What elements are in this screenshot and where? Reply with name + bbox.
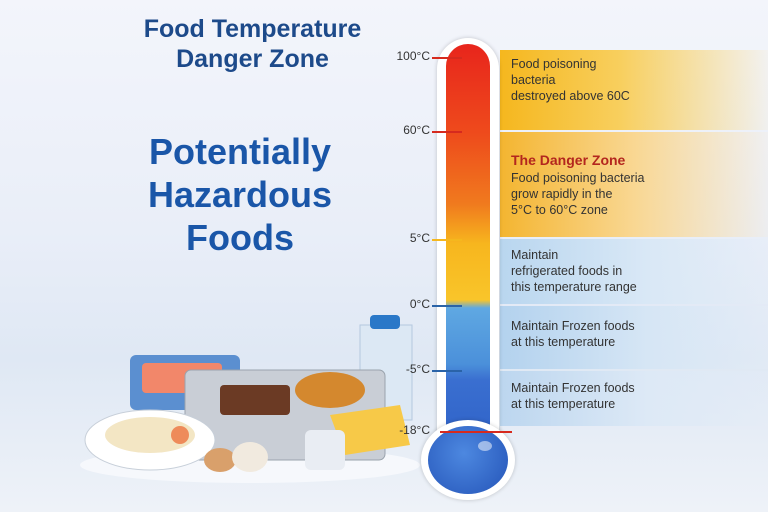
bulb-highlight (478, 441, 492, 451)
tick-label: 0°C (409, 297, 430, 311)
tick-label: -5°C (405, 362, 430, 376)
tick-label: 5°C (409, 231, 430, 245)
tick-mark (432, 57, 462, 59)
subtitle: Potentially Hazardous Foods (147, 131, 333, 258)
zone-text-refrigerated: Maintain refrigerated foods in this temper… (511, 248, 637, 294)
thermometer-fill (446, 44, 490, 444)
zone-text-hot: Food poisoning bacteria destroyed above 60… (511, 57, 630, 103)
tick-mark (432, 370, 462, 372)
zone-band-hot (500, 50, 768, 130)
zone-text-deep-frozen: Maintain Frozen foods at this temperature (511, 381, 635, 411)
zone-band-deep-frozen (500, 371, 768, 426)
zone-band-danger (500, 132, 768, 237)
tick-mark (432, 131, 462, 133)
page-title: Food Temperature Danger Zone (143, 15, 362, 73)
zone-text-danger: The Danger Zone Food poisoning bacteria g… (511, 152, 645, 217)
food-platter-illustration (80, 315, 420, 483)
zone-band-refrigerated (500, 239, 768, 304)
tick-label: 100°C (396, 49, 431, 63)
danger-zone-heading: The Danger Zone (511, 152, 626, 168)
tick-label: -18°C (399, 423, 430, 437)
tick-mark (432, 305, 462, 307)
thermometer-bulb (428, 426, 508, 494)
zone-band-frozen (500, 306, 768, 369)
tick-mark (440, 431, 512, 433)
tick-mark (432, 239, 462, 241)
tick-label: 60°C (403, 123, 430, 137)
zone-text-frozen: Maintain Frozen foods at this temperature (511, 319, 635, 349)
